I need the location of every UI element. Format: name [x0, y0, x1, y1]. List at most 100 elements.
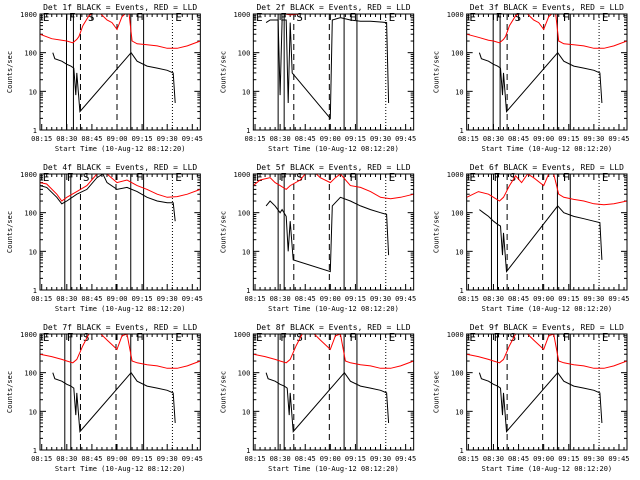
chart-title: Det 8f BLACK = Events, RED = LLD	[256, 323, 410, 332]
lld-series-line	[253, 174, 414, 200]
plot-frame	[252, 173, 415, 291]
x-tick-label: 08:30	[483, 135, 504, 143]
chart-title: Det 7f BLACK = Events, RED = LLD	[43, 323, 197, 332]
region-label: E	[602, 11, 609, 24]
y-axis-label: Counts/sec	[6, 211, 14, 253]
chart-panel: Det 4f BLACK = Events, RED = LLD Counts/s…	[6, 163, 203, 313]
y-tick-label: 1000	[20, 331, 37, 339]
y-axis-label: Counts/sec	[219, 51, 227, 93]
events-series-line	[52, 371, 176, 433]
x-tick-label: 08:45	[81, 135, 102, 143]
x-tick-label: 09:15	[132, 455, 153, 463]
y-tick-label: 100	[238, 50, 251, 58]
y-tick-label: 1	[459, 287, 463, 295]
x-tick-label: 09:00	[320, 295, 341, 303]
region-label: F	[136, 171, 143, 184]
x-tick-label: 09:45	[182, 455, 203, 463]
region-label: F	[280, 171, 287, 184]
y-axis-label: Counts/sec	[433, 51, 441, 93]
y-tick-label: 10	[455, 408, 463, 416]
chart-title: Det 3f BLACK = Events, RED = LLD	[470, 3, 624, 12]
region-label: F	[493, 171, 500, 184]
y-tick-label: 10	[242, 408, 250, 416]
y-tick-label: 100	[238, 210, 251, 218]
region-label: F	[136, 331, 143, 344]
region-label: S	[296, 11, 303, 24]
y-tick-label: 1	[33, 127, 37, 135]
lld-series-line	[466, 14, 627, 49]
lld-series-line	[40, 174, 201, 202]
lld-series-line	[466, 334, 627, 369]
y-tick-label: 100	[24, 210, 37, 218]
x-axis-label: Start Time (10-Aug-12 08:12:20)	[482, 465, 613, 473]
plot-frame	[39, 173, 201, 291]
x-tick-label: 09:30	[583, 295, 604, 303]
y-tick-label: 1000	[233, 11, 250, 19]
x-tick-label: 08:30	[483, 295, 504, 303]
lld-series-line	[253, 334, 414, 369]
y-tick-label: 10	[29, 248, 37, 256]
x-tick-label: 09:30	[583, 135, 604, 143]
region-label: F	[67, 171, 74, 184]
region-label: S	[83, 331, 90, 344]
x-tick-label: 09:45	[182, 295, 203, 303]
x-tick-label: 09:00	[533, 455, 554, 463]
x-tick-label: 08:45	[508, 135, 529, 143]
region-label: E	[602, 331, 609, 344]
events-series-line	[40, 174, 176, 222]
plot-frame	[39, 13, 201, 131]
region-label: E	[175, 331, 182, 344]
region-label: E	[389, 11, 396, 24]
chart-panel: Det 1f BLACK = Events, RED = LLD Counts/s…	[6, 3, 203, 153]
region-label: E	[256, 11, 263, 24]
x-tick-label: 09:45	[395, 295, 416, 303]
x-tick-label: 08:15	[458, 295, 479, 303]
lld-series-line	[40, 334, 201, 369]
x-tick-label: 08:30	[270, 295, 291, 303]
region-label: E	[602, 171, 609, 184]
plot-frame	[466, 13, 628, 131]
chart-panel: Det 5f BLACK = Events, RED = LLD Counts/s…	[219, 163, 416, 313]
x-tick-label: 09:45	[608, 455, 629, 463]
y-tick-label: 10	[29, 408, 37, 416]
region-label: F	[563, 331, 570, 344]
x-tick-label: 08:45	[295, 135, 316, 143]
region-label: E	[389, 171, 396, 184]
x-tick-label: 08:45	[81, 295, 102, 303]
x-tick-label: 09:15	[132, 295, 153, 303]
x-tick-label: 08:30	[56, 455, 77, 463]
chart-title: Det 2f BLACK = Events, RED = LLD	[256, 3, 410, 12]
x-tick-label: 09:00	[106, 135, 127, 143]
region-label: S	[88, 11, 95, 24]
x-tick-label: 09:00	[106, 455, 127, 463]
x-tick-label: 09:45	[608, 135, 629, 143]
x-tick-label: 09:30	[157, 455, 178, 463]
x-tick-label: 09:30	[157, 295, 178, 303]
x-tick-label: 09:00	[320, 135, 341, 143]
y-tick-label: 1	[33, 447, 37, 455]
region-label: E	[256, 331, 263, 344]
y-axis-label: Counts/sec	[433, 371, 441, 413]
x-tick-label: 08:45	[295, 455, 316, 463]
region-label: E	[43, 11, 50, 24]
x-axis-label: Start Time (10-Aug-12 08:12:20)	[268, 465, 399, 473]
y-tick-label: 10	[455, 88, 463, 96]
region-label: S	[510, 331, 517, 344]
region-label: E	[256, 171, 263, 184]
region-label: E	[389, 331, 396, 344]
region-label: E	[43, 171, 50, 184]
x-tick-label: 09:15	[345, 295, 366, 303]
region-label: F	[136, 11, 143, 24]
x-tick-label: 08:15	[458, 135, 479, 143]
chart-title: Det 1f BLACK = Events, RED = LLD	[43, 3, 197, 12]
region-label: E	[469, 171, 476, 184]
x-tick-label: 09:00	[533, 295, 554, 303]
x-tick-label: 09:45	[395, 135, 416, 143]
y-axis-label: Counts/sec	[219, 211, 227, 253]
plot-frame	[252, 333, 415, 451]
region-label: S	[515, 11, 522, 24]
y-tick-label: 1000	[447, 11, 464, 19]
chart-title: Det 9f BLACK = Events, RED = LLD	[470, 323, 624, 332]
x-tick-label: 09:30	[583, 455, 604, 463]
y-tick-label: 10	[242, 248, 250, 256]
